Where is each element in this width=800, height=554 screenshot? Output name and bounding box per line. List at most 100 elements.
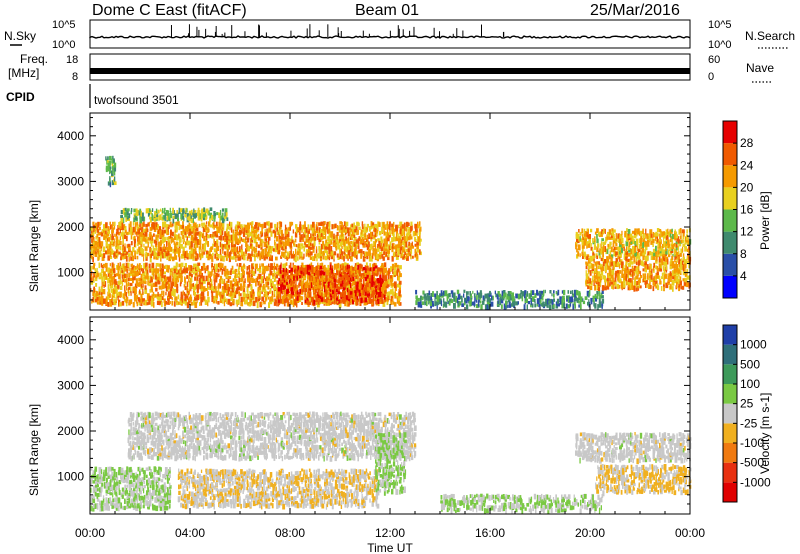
heatmap-cell [615,261,618,267]
heatmap-cell [342,270,345,274]
heatmap-cell [200,291,204,295]
heatmap-cell [218,212,221,218]
heatmap-cell [675,249,677,254]
heatmap-cell [628,263,631,268]
heatmap-cell [642,238,646,242]
heatmap-cell [165,283,167,289]
heatmap-cell [238,265,241,270]
heatmap-cell [416,248,420,253]
heatmap-cell [188,265,191,271]
beam-label: Beam 01 [355,2,419,19]
heatmap-cell [507,300,509,304]
heatmap-cell [222,248,224,254]
heatmap-cell [356,250,358,256]
heatmap-cell [117,253,119,257]
heatmap-cell [447,300,450,304]
heatmap-cell [602,251,604,257]
heatmap-cell [663,278,666,285]
heatmap-cell [513,296,515,301]
heatmap-cell [149,215,151,220]
heatmap-cell [319,289,322,296]
heatmap-cell [309,246,313,250]
heatmap-cell [152,245,155,252]
heatmap-cell [588,234,591,239]
heatmap-cell [378,253,382,257]
heatmap-cell [398,273,402,278]
heatmap-cell [386,227,389,234]
heatmap-cell [567,304,571,309]
heatmap-cell [630,256,633,261]
heatmap-cell [242,275,244,282]
heatmap-cell [174,213,178,220]
heatmap-cell [663,261,667,266]
heatmap-cell [382,221,385,228]
heatmap-cell [226,238,229,245]
heatmap-cell [620,281,624,286]
heatmap-cell [406,255,409,261]
heatmap-cell [155,246,158,251]
heatmap-cell [221,278,224,284]
heatmap-cell [140,243,143,247]
heatmap-cell [251,221,254,225]
heatmap-cell [322,250,325,256]
heatmap-cell [289,224,291,231]
heatmap-cell [283,299,287,304]
heatmap-cell [161,273,164,278]
heatmap-cell [111,231,114,237]
heatmap-cell [292,273,296,278]
heatmap-cell [118,299,121,306]
heatmap-cell [121,267,124,273]
heatmap-cell [180,291,183,295]
heatmap-cell [268,239,270,245]
heatmap-cell [163,283,166,289]
heatmap-cell [105,238,107,242]
heatmap-cell [377,282,380,288]
heatmap-cell [503,290,506,294]
heatmap-cell [102,246,106,253]
heatmap-cell [328,238,331,244]
heatmap-cell [308,240,311,246]
heatmap-cell [238,221,241,227]
heatmap-cell [168,256,171,262]
heatmap-cell [292,265,296,268]
heatmap-cell [609,250,612,255]
heatmap-cell [261,223,264,229]
heatmap-cell [195,239,199,245]
heatmap-cell [169,268,173,273]
heatmap-cell [383,243,386,247]
heatmap-cell [491,295,493,301]
heatmap-cell [358,226,361,230]
heatmap-cell [362,289,365,296]
heatmap-cell [596,255,598,259]
heatmap-cell [649,273,652,279]
heatmap-cell [317,296,320,301]
heatmap-cell [151,208,154,212]
heatmap-cell [611,230,614,236]
heatmap-cell [553,290,555,294]
heatmap-cell [371,272,374,278]
heatmap-cell [602,275,605,280]
heatmap-cell [264,234,268,239]
heatmap-cell [665,246,667,252]
heatmap-cell [112,165,114,170]
heatmap-cell [123,217,125,224]
heatmap-cell [115,250,118,256]
heatmap-cell [322,236,325,240]
heatmap-cell [294,238,297,243]
heatmap-cell [213,280,216,286]
heatmap-cell [202,212,206,218]
heatmap-cell [333,251,337,256]
heatmap-cell [381,241,383,248]
heatmap-cell [686,281,689,287]
heatmap-cell [527,301,531,305]
heatmap-cell [130,241,133,246]
heatmap-cell [194,276,197,281]
heatmap-cell [352,234,355,238]
heatmap-cell [371,282,374,287]
nsearch-tick-bottom: 10^0 [708,39,732,51]
heatmap-cell [159,270,162,277]
heatmap-cell [301,296,304,301]
heatmap-cell [373,267,376,271]
heatmap-cell [393,281,397,286]
heatmap-cell [445,301,448,308]
